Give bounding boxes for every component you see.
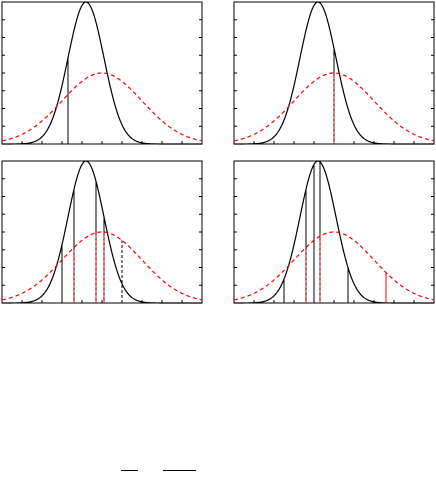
wide-dashed-curve: [233, 72, 435, 142]
narrow-solid-curve: [2, 1, 202, 145]
chart-panel-bottom-left: [1, 160, 203, 304]
narrow-solid-curve: [234, 1, 434, 145]
bottom-line-mark: [121, 470, 138, 471]
chart-panel-top-left: [1, 1, 203, 145]
wide-dashed-curve: [233, 231, 435, 301]
bottom-line-mark: [163, 470, 196, 471]
plot-frame: [1, 1, 203, 145]
wide-dashed-curve: [1, 72, 203, 142]
narrow-solid-curve: [234, 160, 434, 304]
plot-frame: [233, 160, 435, 304]
narrow-solid-curve: [2, 160, 202, 304]
chart-panel-bottom-right: [233, 160, 435, 304]
plot-frame: [1, 160, 203, 304]
chart-panel-top-right: [233, 1, 435, 145]
wide-dashed-curve: [1, 231, 203, 301]
